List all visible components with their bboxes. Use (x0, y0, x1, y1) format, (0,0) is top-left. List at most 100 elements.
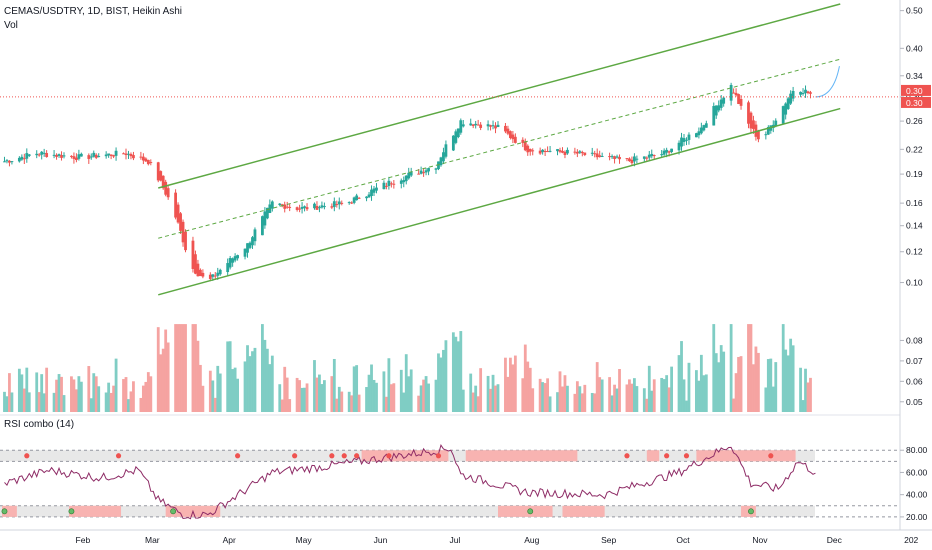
volume-bar (94, 376, 98, 412)
volume-bar (337, 386, 341, 412)
candle-body (194, 254, 197, 274)
volume-bar (181, 324, 185, 412)
volume-bar (739, 356, 743, 412)
volume-bar (107, 382, 111, 412)
volume-bar (504, 357, 507, 412)
candle-body (682, 138, 686, 142)
volume-bar (92, 373, 96, 412)
volume-bar (439, 357, 443, 412)
candle-body (801, 93, 805, 95)
candle-body (642, 156, 646, 159)
candle-body (764, 134, 768, 136)
volume-bar (665, 375, 669, 412)
candle-body (407, 172, 411, 179)
candle-body (784, 103, 788, 115)
candle-body (496, 124, 500, 127)
volume-bar (233, 367, 237, 412)
last-price-badge (901, 84, 931, 96)
candle-body (17, 157, 21, 162)
volume-bar (382, 371, 386, 412)
volume-bar (752, 364, 755, 412)
volume-bar (20, 374, 24, 412)
volume-bar (496, 384, 500, 412)
channel-upper-line (158, 3, 841, 189)
candle-body (318, 207, 321, 209)
volume-bar (595, 362, 599, 412)
volume-bar (749, 324, 753, 412)
candle-body (191, 240, 195, 269)
rsi-oversold-zone (0, 505, 815, 517)
volume-bar (72, 379, 76, 412)
volume-bar (305, 383, 309, 412)
rsi-oversold-highlight (498, 505, 553, 517)
volume-bar (372, 379, 376, 412)
candle-body (5, 160, 9, 162)
candle-body (330, 206, 334, 208)
candle-body (635, 158, 639, 160)
candle-body (8, 160, 11, 163)
volume-bar (511, 364, 515, 412)
candle-body (263, 211, 267, 226)
candle-body (22, 158, 26, 160)
candle-body (531, 150, 535, 152)
candle-body (734, 92, 738, 96)
candle-body (546, 151, 549, 153)
volume-bar (263, 339, 267, 412)
candle-body (340, 202, 344, 204)
volume-bar (781, 324, 785, 412)
candle-body (216, 272, 220, 276)
candle-body (404, 175, 408, 182)
candle-body (665, 149, 669, 153)
candle-body (303, 206, 306, 208)
candle-body (541, 149, 545, 153)
volume-bar (543, 383, 547, 412)
volume-bar (575, 381, 579, 412)
candle-body (799, 91, 802, 95)
candle-body (389, 183, 393, 185)
volume-bar (265, 348, 269, 412)
candle-body (62, 155, 66, 157)
rsi-signal-dot (435, 453, 442, 459)
candle-body (712, 106, 716, 126)
candle-body (226, 263, 230, 273)
channel-lower-line (158, 107, 841, 296)
candle-body (561, 150, 564, 153)
volume-bar (645, 398, 649, 412)
volume-bar (375, 382, 378, 412)
candle-body (563, 151, 567, 155)
rsi-signal-dot (341, 453, 347, 459)
time-tick-label: Dec (827, 535, 843, 545)
volume-bar (799, 367, 802, 412)
volume-bar (615, 388, 619, 412)
candle-body (372, 188, 376, 193)
candle-body (451, 135, 455, 151)
volume-bar (191, 324, 195, 412)
volume-bar (580, 393, 584, 412)
volume-bar (757, 352, 760, 412)
candle-body (166, 188, 170, 198)
volume-bar (489, 388, 492, 412)
candle-body (685, 139, 688, 141)
candle-body (218, 269, 222, 275)
volume-bar (704, 374, 708, 412)
rsi-tick-label: 40.00 (906, 490, 928, 500)
volume-bar (70, 376, 73, 412)
candle-body (806, 91, 810, 94)
candle-body (174, 192, 177, 218)
volume-bar (22, 388, 26, 412)
candle-body (422, 172, 425, 174)
candle-body (781, 106, 785, 124)
candle-body (697, 131, 701, 136)
volume-bar (558, 371, 562, 412)
rsi-overbought-highlight (465, 450, 578, 462)
candle-body (385, 185, 388, 187)
volume-bar (231, 369, 235, 412)
volume-tick-label: 0.05 (906, 397, 923, 407)
volume-bar (89, 398, 93, 412)
rsi-panel-title: RSI combo (14) (4, 419, 75, 430)
volume-bar (593, 393, 597, 412)
candle-body (739, 98, 743, 106)
rsi-signal-dot (664, 453, 670, 459)
volume-bar (422, 379, 425, 412)
